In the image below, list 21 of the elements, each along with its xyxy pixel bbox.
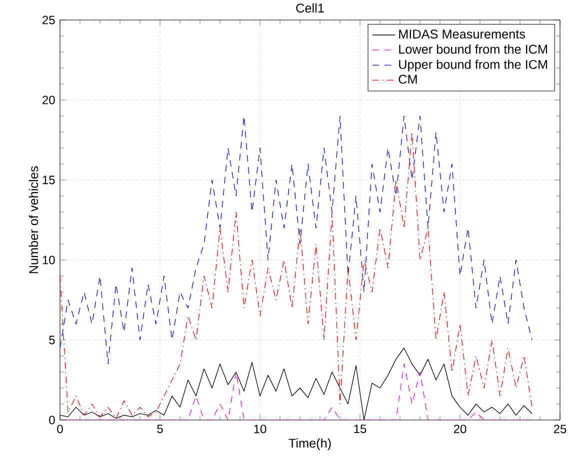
y-tick-label: 20 bbox=[42, 96, 55, 104]
y-tick-label: 10 bbox=[42, 256, 55, 264]
y-tick-label: 0 bbox=[49, 416, 55, 424]
legend-label: CM bbox=[398, 74, 417, 84]
y-axis-title: Number of vehicles bbox=[28, 166, 38, 274]
line-series bbox=[60, 116, 532, 364]
legend-label: MIDAS Measurements bbox=[399, 30, 526, 39]
x-tick-label: 25 bbox=[554, 424, 566, 434]
chart-title: Cell1 bbox=[296, 3, 324, 13]
legend-label: Lower bound from the ICM bbox=[399, 44, 548, 54]
x-tick-label: 10 bbox=[254, 424, 266, 434]
x-tick-label: 0 bbox=[57, 424, 63, 434]
x-tick-label: 15 bbox=[354, 424, 366, 434]
legend-label: Upper bound from the ICM bbox=[399, 60, 548, 72]
y-tick-label: 5 bbox=[49, 336, 55, 344]
line-series bbox=[60, 132, 532, 419]
y-tick-label: 25 bbox=[42, 16, 55, 24]
x-tick-label: 20 bbox=[454, 424, 466, 434]
x-axis-title: Time(h) bbox=[288, 438, 331, 450]
x-tick-label: 5 bbox=[157, 424, 163, 434]
y-tick-label: 15 bbox=[42, 176, 55, 184]
